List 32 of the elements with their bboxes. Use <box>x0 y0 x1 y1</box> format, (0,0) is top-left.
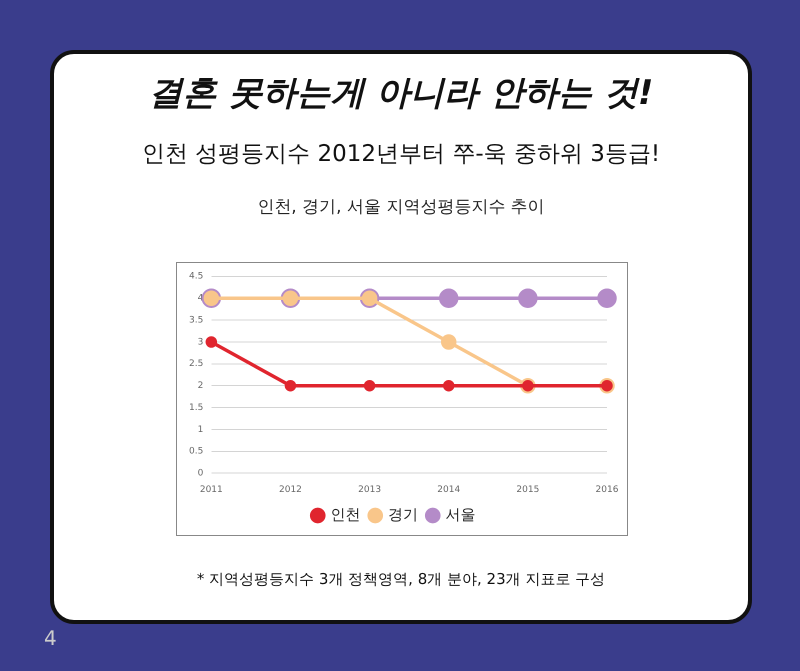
y-tick-label: 2 <box>198 381 204 392</box>
y-tick-label: 4 <box>198 294 204 304</box>
legend-label: 경기 <box>388 505 418 524</box>
y-tick-label: 3.5 <box>188 315 204 326</box>
point <box>364 380 376 392</box>
legend-label: 서울 <box>445 505 476 524</box>
y-tick-label: 4.5 <box>188 272 204 282</box>
point <box>597 288 617 308</box>
point <box>442 380 454 392</box>
text: 4 <box>44 626 57 650</box>
y-tick-label: 1.5 <box>188 402 204 413</box>
y-tick-label: 0 <box>198 468 204 479</box>
y-tick-label: 0.5 <box>188 446 204 457</box>
y-tick-label: 1 <box>198 424 204 435</box>
point <box>518 288 538 308</box>
x-tick-label: 2014 <box>437 484 460 495</box>
chart-subtitle: 인천 성평등지수 2012년부터 쭈-욱 중하위 3등급! <box>140 140 662 169</box>
point <box>206 336 218 348</box>
point <box>284 380 296 392</box>
x-tick-label: 2016 <box>596 484 619 495</box>
x-tick-label: 2015 <box>516 484 540 495</box>
x-tick-label: 2011 <box>200 484 223 495</box>
point <box>438 288 458 308</box>
legend-label: 인천 <box>330 505 360 524</box>
x-tick-label: 2012 <box>278 484 302 495</box>
x-tick-label: 2013 <box>358 484 382 495</box>
chart-title: 결혼 못하는게 아니라 안하는 것! <box>148 72 654 115</box>
text: * 지역성평등지수 3개 정책영역, 8개 분야, 23개 지표로 구성 <box>196 570 606 589</box>
point <box>440 334 456 350</box>
text: 인천, 경기, 서울 지역성평등지수 추이 <box>256 196 546 218</box>
y-tick-label: 3 <box>198 337 204 348</box>
y-tick-label: 2.5 <box>188 359 204 370</box>
